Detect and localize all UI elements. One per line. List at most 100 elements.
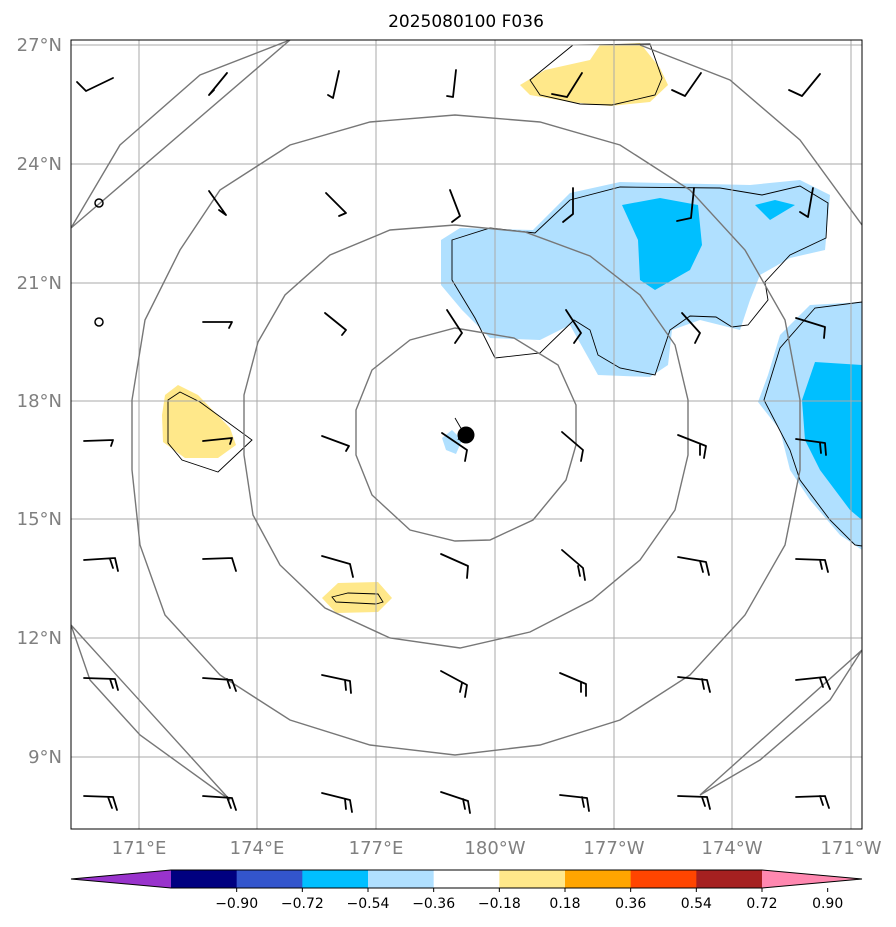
wind-barb	[321, 674, 352, 694]
wind-barb	[441, 432, 468, 462]
lon-label: 171°W	[820, 838, 881, 859]
colorbar-segment	[499, 870, 566, 888]
wind-barb	[76, 77, 114, 92]
range-rings	[71, 40, 862, 801]
wind-barb	[202, 321, 233, 329]
wind-barb	[321, 555, 354, 578]
wind-barb	[202, 437, 233, 445]
colorbar-tick-label: 0.18	[549, 896, 580, 912]
range-ring-1	[355, 327, 577, 542]
wind-barb	[202, 795, 237, 811]
colorbar-extend-min	[71, 870, 171, 888]
colorbar-tick-label: −0.54	[347, 896, 390, 912]
wind-barb	[788, 73, 821, 97]
colorbar-segment	[433, 870, 500, 888]
wind-barb	[321, 792, 353, 813]
contour-fill-blue	[622, 198, 702, 290]
wind-barb	[446, 309, 463, 344]
lat-label: 15°N	[17, 509, 62, 530]
wind-barb	[551, 72, 583, 98]
colorbar-segment	[565, 870, 632, 888]
range-ring-3	[131, 114, 801, 756]
colorbar-tick-label: −0.72	[281, 896, 324, 912]
wind-barb	[677, 795, 711, 810]
gridlines	[71, 40, 862, 829]
wind-barb	[325, 192, 347, 217]
wind-barb	[83, 795, 118, 811]
colorbar-outline	[70, 869, 863, 889]
lon-label: 177°E	[349, 838, 404, 859]
wind-barb	[565, 309, 582, 344]
storm-center-marker	[457, 426, 475, 444]
wind-barb	[202, 557, 237, 572]
colorbar-tick-label: 0.90	[812, 896, 843, 912]
wind-barb	[561, 431, 584, 462]
wind-barb	[681, 312, 701, 344]
lat-label: 18°N	[17, 391, 62, 412]
colorbar-tick-label: 0.54	[681, 896, 712, 912]
lat-label: 12°N	[17, 628, 62, 649]
contour-fill-lightblue	[441, 180, 830, 377]
plot-frame	[70, 39, 863, 830]
wind-barb	[324, 312, 347, 336]
wind-barb	[83, 439, 114, 447]
colorbar-segment	[302, 870, 369, 888]
range-ring-4	[71, 40, 291, 229]
wind-barb	[795, 676, 831, 690]
wind-barb	[561, 549, 586, 581]
wind-barb	[559, 672, 587, 697]
lon-label: 174°E	[230, 838, 285, 859]
wind-barb	[676, 187, 695, 222]
range-ring-4d	[639, 44, 862, 226]
wind-barb	[562, 187, 574, 223]
colorbar: −0.90 −0.72 −0.54 −0.36 −0.18 0.18 0.36 0.54 0.7…	[70, 869, 863, 912]
wind-barb	[202, 677, 237, 692]
lat-label: 24°N	[17, 154, 62, 175]
colorbar-tick-label: −0.18	[478, 896, 521, 912]
calm-wind-marker	[94, 317, 104, 327]
wind-barb	[795, 438, 827, 456]
colorbar-tick-label: −0.90	[215, 896, 258, 912]
lat-label: 21°N	[17, 273, 62, 294]
colorbar-segment	[630, 870, 697, 888]
range-ring-4c	[699, 649, 862, 796]
wind-barb	[799, 187, 814, 218]
colorbar-extend-max	[762, 870, 862, 888]
wind-barb	[795, 795, 830, 809]
range-ring-2	[243, 224, 689, 649]
contour-fill-yellow-south	[322, 582, 392, 613]
wind-barb	[440, 791, 471, 814]
longitude-labels: 171°E 174°E 177°E 180°W 177°W 174°W 171°…	[112, 838, 882, 859]
colorbar-segment	[171, 870, 238, 888]
colorbar-tick-label: 0.72	[746, 896, 777, 912]
lon-label: 171°E	[112, 838, 167, 859]
wind-barb	[795, 317, 826, 339]
map-title: 2025080100 F036	[388, 12, 544, 32]
wind-barb	[559, 794, 590, 812]
lat-label: 27°N	[17, 35, 62, 56]
wind-barb	[327, 70, 340, 99]
colorbar-segment	[236, 870, 303, 888]
wind-barb	[446, 69, 457, 98]
colorbar-tick-label: −0.36	[412, 896, 455, 912]
lon-label: 177°W	[583, 838, 644, 859]
contour-fill-yellow-north	[520, 43, 668, 106]
colorbar-segment	[696, 870, 763, 888]
colorbar-segment	[368, 870, 435, 888]
lon-label: 180°W	[464, 838, 525, 859]
lon-label: 174°W	[701, 838, 762, 859]
range-ring-4b	[71, 624, 231, 801]
wind-barb	[795, 558, 829, 573]
wind-barb	[677, 434, 707, 459]
wind-barb	[677, 676, 711, 693]
colorbar-tick-label: 0.36	[615, 896, 646, 912]
plot-area	[71, 40, 862, 829]
wind-barbs	[76, 69, 831, 814]
contour-fill-blue-small	[755, 200, 795, 220]
wind-barb	[83, 677, 119, 691]
lat-label: 9°N	[28, 747, 62, 768]
wind-barb	[321, 435, 350, 452]
wind-barb	[449, 189, 461, 223]
wind-barb	[677, 556, 710, 576]
calm-wind-marker	[94, 198, 104, 208]
